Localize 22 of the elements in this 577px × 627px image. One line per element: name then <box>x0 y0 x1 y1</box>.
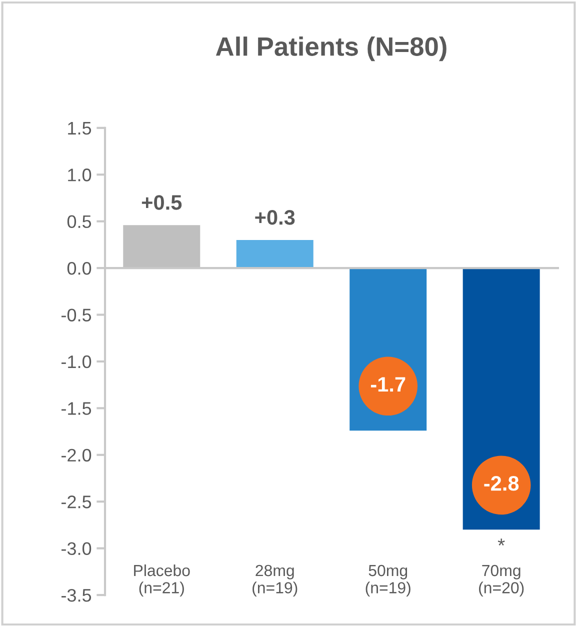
y-tick-label: 1.0 <box>68 168 92 182</box>
x-tick-label: 28mg (n=19) <box>252 564 298 597</box>
y-tick-label: -2.5 <box>62 496 92 508</box>
data-label: +0.5 <box>142 195 182 210</box>
y-tick-label: -3.5 <box>62 588 92 602</box>
annotation: * <box>498 538 505 546</box>
data-label: -2.8 <box>484 476 519 491</box>
y-tick-label: -0.5 <box>62 308 92 322</box>
y-tick-label: -1.0 <box>62 355 92 368</box>
data-label: -1.7 <box>370 377 406 392</box>
bar <box>236 240 314 268</box>
y-tick-label: 1.5 <box>68 122 92 135</box>
y-tick-label: -2.0 <box>62 448 92 462</box>
data-label: +0.3 <box>255 210 295 225</box>
x-tick-label: 50mg (n=19) <box>366 564 410 597</box>
y-tick-label: -1.5 <box>62 402 92 415</box>
chart-title: All Patients (N=80) <box>216 36 446 62</box>
y-tick-label: 0.0 <box>67 262 92 275</box>
y-tick-label: -3.0 <box>62 542 92 556</box>
x-tick-label: Placebo (n=21) <box>134 564 190 597</box>
x-tick-label: 70mg (n=20) <box>479 564 524 597</box>
y-tick-label: 0.5 <box>67 215 92 228</box>
